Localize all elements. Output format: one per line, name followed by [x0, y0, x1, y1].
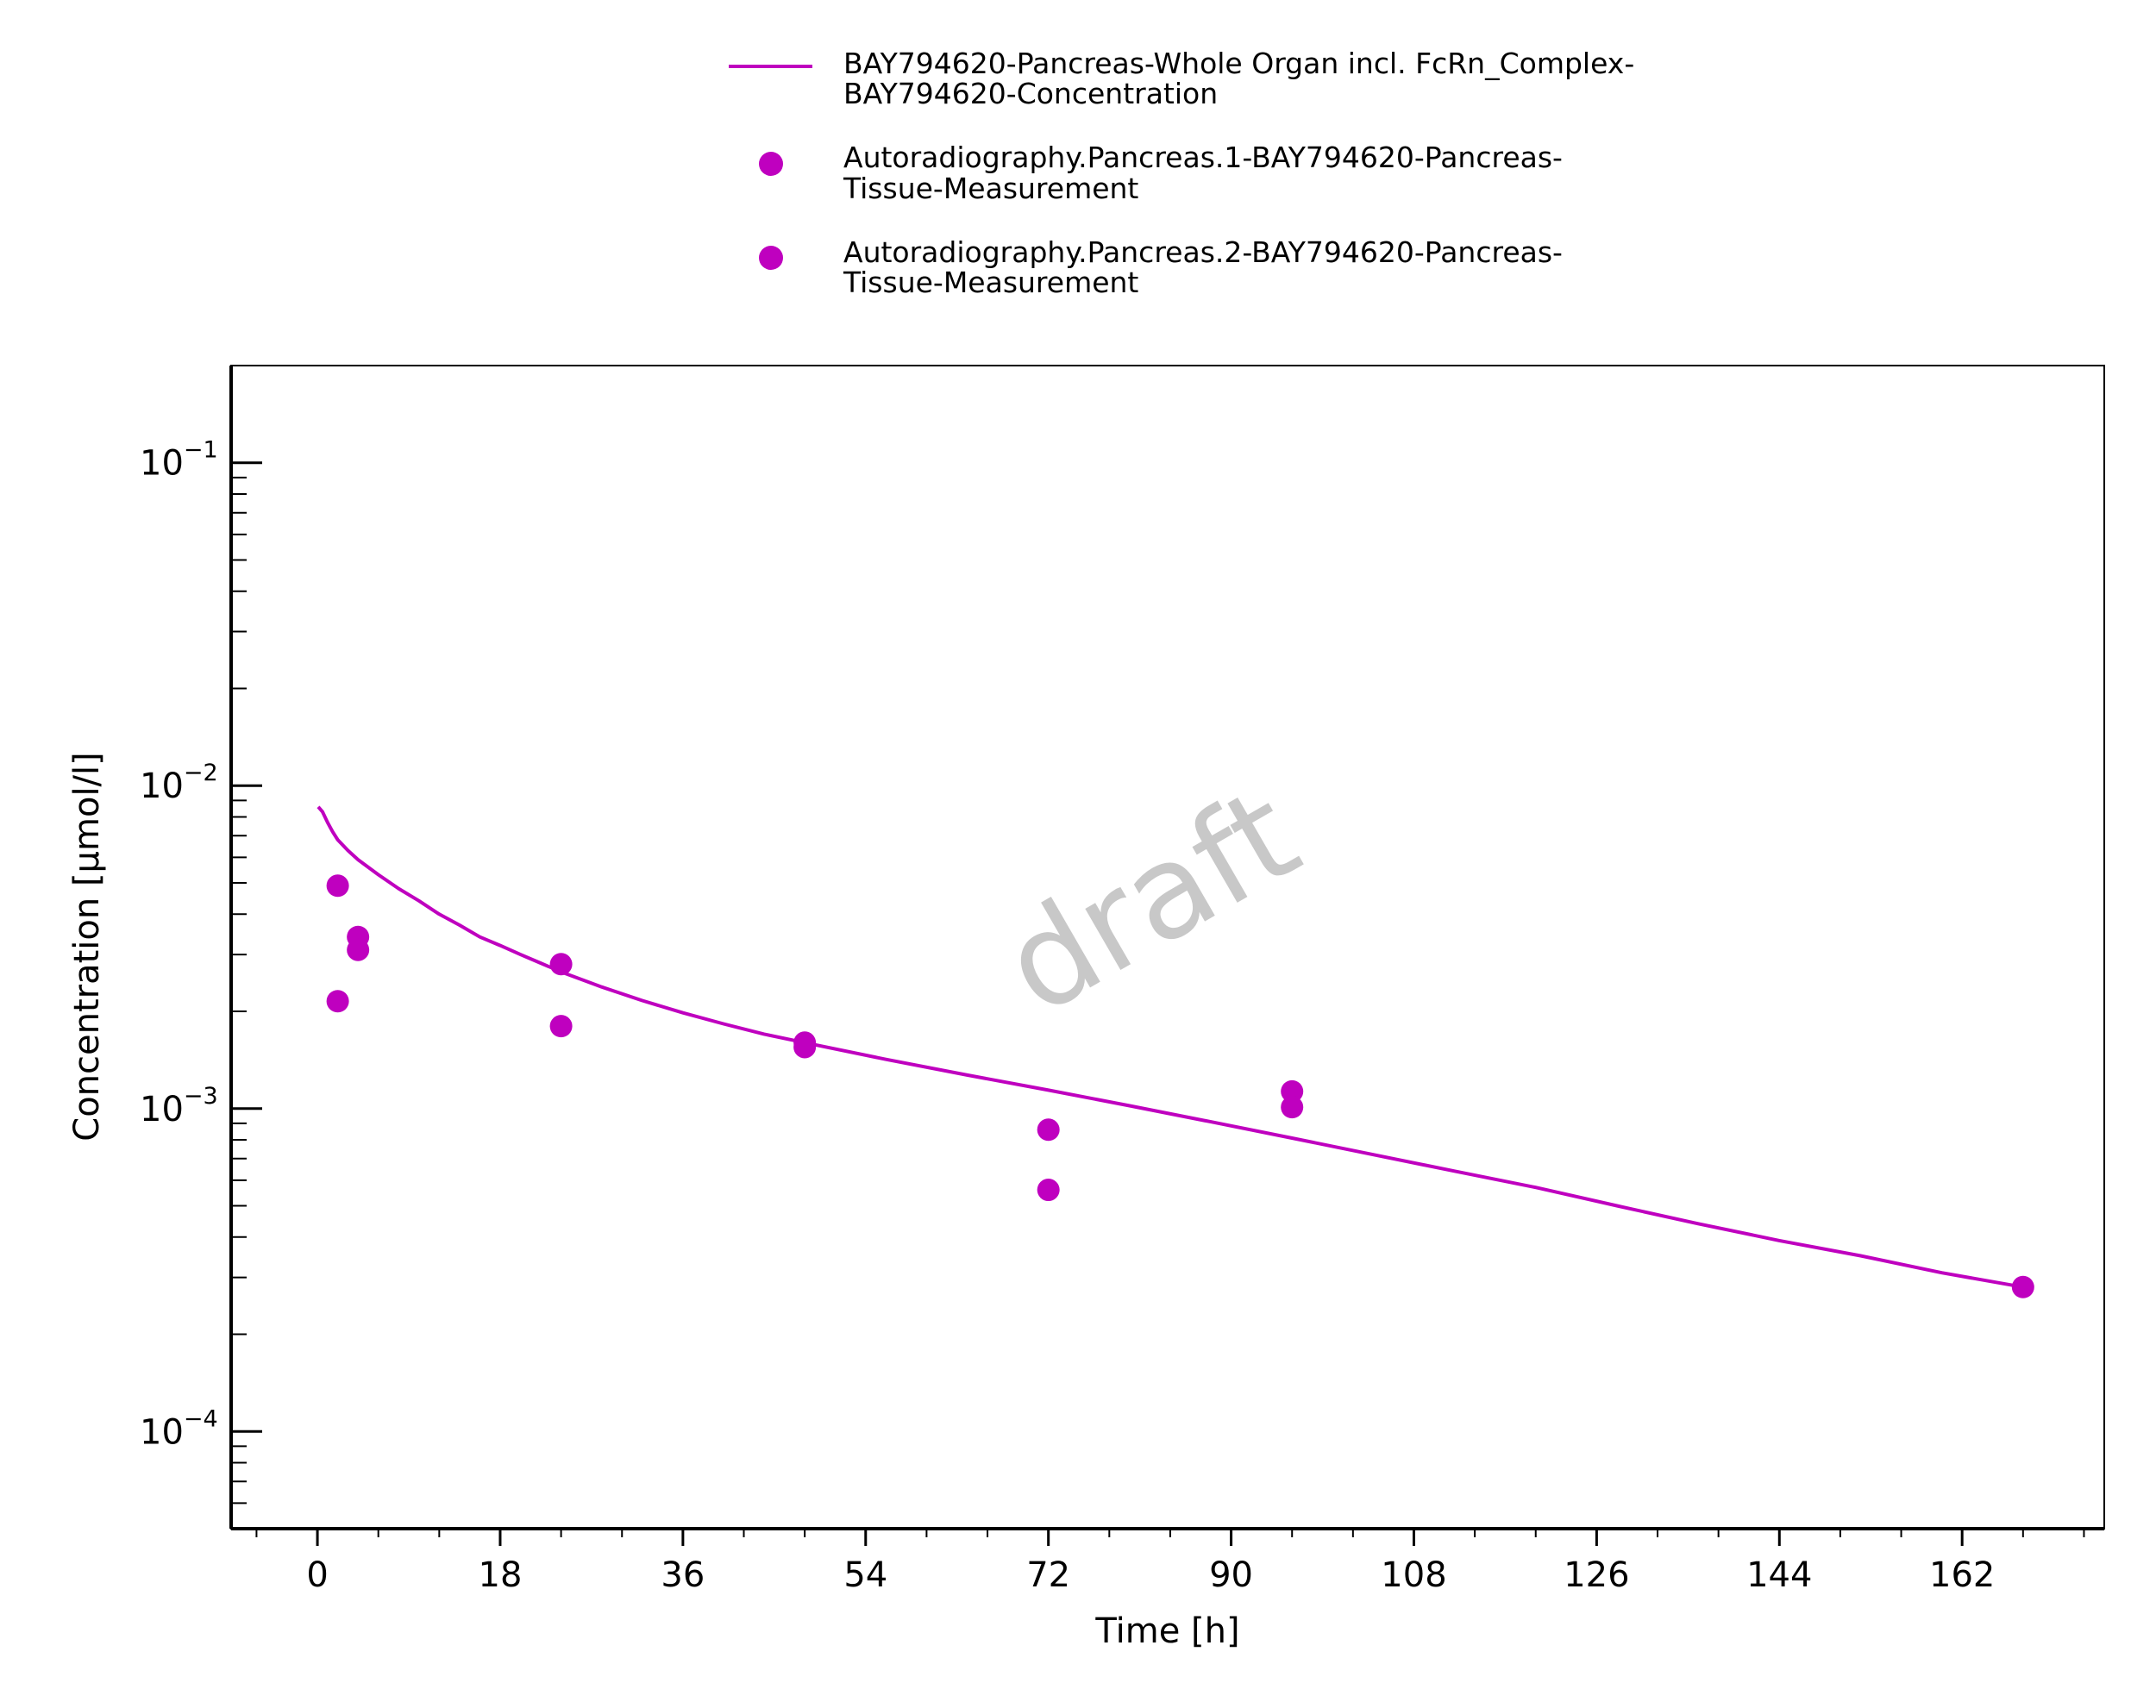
- observed-point-series-2: [326, 990, 349, 1013]
- x-tick-label: 108: [1381, 1555, 1446, 1595]
- legend: BAY794620-Pancreas-Whole Organ incl. FcR…: [729, 47, 1634, 299]
- y-ticks: 10−4 10−3 10−2 10−1: [140, 365, 262, 1530]
- x-ticks: 0 18 36 54 72 90 108 126 144 162: [255, 1529, 2085, 1595]
- legend-label-observed-2-line2: Tissue-Measurement: [843, 266, 1138, 299]
- observed-point-series-2: [549, 1015, 573, 1038]
- x-tick-label: 0: [306, 1555, 328, 1595]
- simulation-line: [317, 805, 2024, 1289]
- x-tick-label: 126: [1564, 1555, 1629, 1595]
- observed-point-series-1: [1037, 1118, 1060, 1142]
- legend-label-simulation-line2: BAY794620-Concentration: [843, 77, 1218, 110]
- observed-point-series-2: [1037, 1179, 1060, 1202]
- y-tick-label: 10−2: [140, 760, 218, 806]
- legend-label-observed-1-line1: Autoradiography.Pancreas.1-BAY794620-Pan…: [843, 141, 1563, 174]
- legend-marker-observed-2: [759, 246, 783, 270]
- x-tick-label: 144: [1746, 1555, 1812, 1595]
- x-axis-label: Time [h]: [1094, 1611, 1239, 1651]
- y-tick-label: 10−3: [140, 1083, 218, 1129]
- observed-point-series-2: [347, 938, 370, 961]
- series-layer: [317, 805, 2034, 1298]
- legend-label-simulation-line1: BAY794620-Pancreas-Whole Organ incl. FcR…: [843, 47, 1634, 80]
- legend-marker-observed-1: [759, 152, 783, 176]
- observed-point-series-2: [793, 1035, 817, 1059]
- x-tick-label: 72: [1026, 1555, 1070, 1595]
- y-tick-label: 10−1: [140, 437, 218, 484]
- observed-point-series-1: [326, 874, 349, 898]
- observed-point-series-1: [549, 953, 573, 976]
- y-axis-label: Concentration [µmol/l]: [67, 752, 107, 1141]
- x-tick-label: 54: [843, 1555, 887, 1595]
- x-tick-label: 162: [1929, 1555, 1995, 1595]
- y-tick-label: 10−4: [140, 1405, 218, 1452]
- legend-label-observed-2-line1: Autoradiography.Pancreas.2-BAY794620-Pan…: [843, 235, 1563, 269]
- observed-point-series-2: [1281, 1096, 1304, 1119]
- x-tick-label: 18: [479, 1555, 523, 1595]
- watermark: draft: [980, 760, 1322, 1044]
- observed-point-series-1: [1281, 1079, 1304, 1103]
- observed-point-series-1: [2011, 1275, 2034, 1298]
- legend-label-observed-1-line2: Tissue-Measurement: [843, 172, 1138, 205]
- x-tick-label: 36: [661, 1555, 705, 1595]
- x-tick-label: 90: [1209, 1555, 1253, 1595]
